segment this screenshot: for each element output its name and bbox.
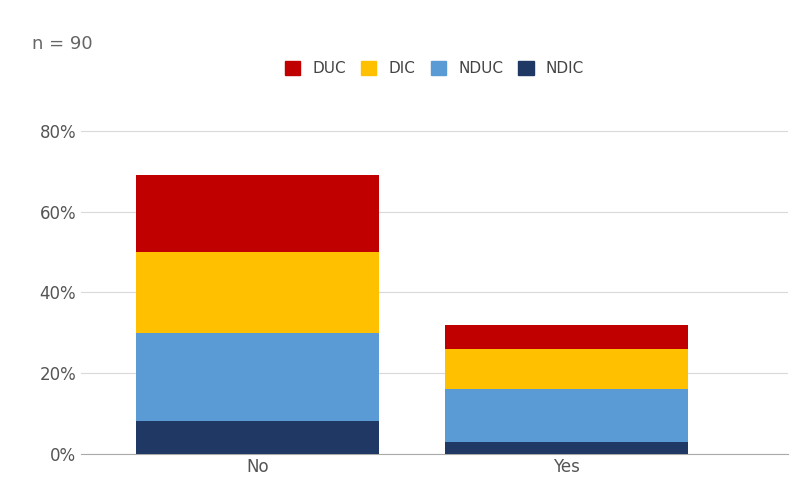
Bar bbox=[445, 325, 688, 349]
Bar bbox=[136, 333, 379, 421]
Bar bbox=[445, 442, 688, 454]
Bar bbox=[136, 421, 379, 454]
Legend: DUC, DIC, NDUC, NDIC: DUC, DIC, NDUC, NDIC bbox=[278, 55, 590, 82]
Bar bbox=[445, 389, 688, 442]
Bar bbox=[136, 252, 379, 333]
Bar bbox=[445, 349, 688, 389]
Text: n = 90: n = 90 bbox=[32, 35, 93, 53]
Bar bbox=[136, 175, 379, 252]
